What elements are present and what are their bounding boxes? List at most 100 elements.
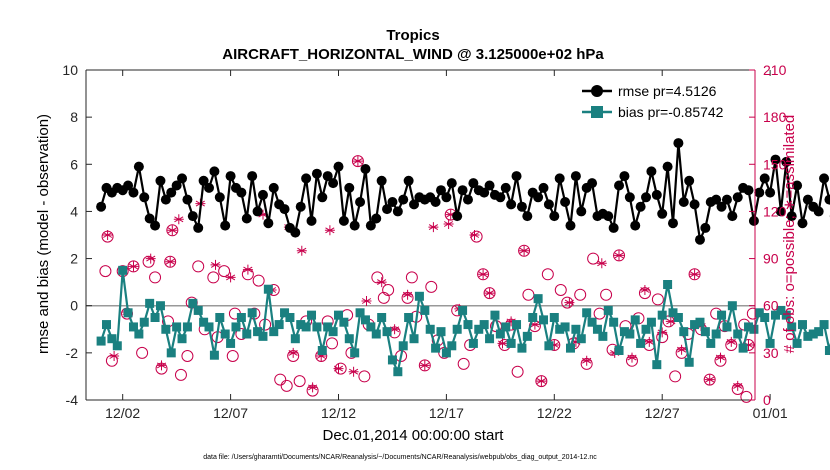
bias-point — [301, 322, 311, 332]
obs-assimilated-marker — [639, 285, 650, 295]
rmse-point — [754, 187, 765, 198]
obs-possible-marker — [326, 337, 339, 350]
rmse-point — [711, 194, 722, 205]
rmse-point — [614, 180, 625, 191]
obs-assimilated-marker — [145, 253, 156, 264]
rmse-point — [522, 211, 533, 222]
rmse-point — [338, 215, 349, 226]
rmse-point — [775, 206, 786, 217]
bias-point — [150, 313, 160, 322]
obs-assimilated-marker — [242, 264, 253, 275]
x-tick-label: 01/01 — [753, 405, 788, 421]
bias-point — [382, 327, 392, 337]
bias-point — [663, 280, 673, 289]
obs-assimilated-marker — [564, 297, 575, 308]
bias-point — [614, 346, 624, 355]
bias-point — [285, 313, 295, 322]
obs-assimilated-marker — [665, 316, 676, 327]
rmse-point — [187, 211, 198, 222]
rmse-point — [689, 199, 700, 210]
bias-point — [803, 331, 813, 341]
rmse-point — [171, 180, 182, 191]
rmse-point — [344, 182, 355, 193]
bias-point — [479, 320, 489, 330]
rmse-point — [565, 220, 576, 231]
obs-possible-marker — [382, 284, 395, 296]
bias-point — [787, 322, 797, 332]
rmse-point — [268, 182, 279, 193]
obs-assimilated-marker — [376, 277, 387, 288]
bias-point — [474, 324, 484, 334]
bias-point — [134, 329, 144, 339]
rmse-point — [657, 208, 668, 219]
rmse-point — [349, 220, 360, 231]
obs-possible-marker — [518, 244, 531, 257]
bias-point — [668, 308, 678, 318]
bias-point — [549, 313, 559, 322]
rmse-point — [732, 192, 743, 203]
obs-possible-marker — [142, 255, 155, 268]
obs-assimilated-marker — [676, 344, 687, 355]
bias-point — [808, 329, 818, 339]
obs-possible-marker — [164, 255, 177, 268]
bias-point — [657, 310, 667, 320]
rmse-point — [786, 211, 797, 222]
rmse-point — [252, 206, 263, 217]
bias-point — [220, 329, 230, 339]
obs-possible-marker — [511, 365, 524, 378]
rmse-point — [484, 180, 495, 191]
obs-assimilated-marker — [529, 319, 540, 330]
obs-assimilated-marker — [156, 360, 167, 371]
bias-point — [231, 322, 241, 332]
obs-possible-marker — [127, 260, 140, 273]
obs-assimilated-marker — [689, 269, 700, 280]
obs-assimilated-marker — [497, 338, 508, 349]
obs-assimilated-marker — [288, 347, 299, 358]
bias-point — [776, 305, 786, 315]
bias-point — [679, 327, 689, 337]
rmse-point — [743, 185, 754, 196]
bias-point — [528, 313, 538, 322]
obs-possible-marker — [207, 271, 220, 284]
bias-point — [366, 322, 376, 332]
footnote: data file: /Users/gharamti/Documents/NCA… — [203, 454, 597, 461]
obs-possible-marker — [541, 268, 554, 281]
obs-possible-marker — [274, 373, 287, 386]
bias-point — [673, 313, 683, 322]
chart-title: Tropics — [386, 27, 439, 44]
rmse-point — [667, 218, 678, 229]
rmse-point — [700, 222, 711, 233]
rmse-point — [382, 204, 393, 215]
plot-area: 12/02 12/07 12/12 12/17 12/22 12/27 01/01 -4 -2 0… — [62, 62, 830, 421]
bias-point — [485, 334, 495, 344]
rmse-point — [446, 178, 457, 189]
bias-point — [139, 317, 149, 327]
rmse-point — [516, 201, 527, 212]
bias-series — [96, 265, 830, 377]
obs-possible-marker — [192, 260, 205, 273]
bias-point — [533, 294, 543, 304]
bias-point — [744, 322, 754, 332]
bias-point — [102, 320, 112, 330]
obs-assimilated-marker — [732, 380, 743, 391]
obs-assimilated-marker — [258, 209, 268, 220]
bias-point — [128, 322, 138, 332]
bias-point — [371, 329, 381, 339]
rmse-point — [495, 192, 506, 203]
obs-possible-marker — [483, 287, 496, 300]
bias-point — [145, 298, 155, 308]
rmse-point — [748, 215, 759, 226]
rmse-point — [721, 194, 732, 205]
rmse-point — [403, 175, 414, 186]
rmse-point — [624, 192, 635, 203]
obs-possible-marker — [371, 271, 384, 284]
bias-point — [404, 313, 414, 322]
rmse-point — [506, 199, 517, 210]
y-axis-label: rmse and bias (model - observation) — [35, 114, 52, 354]
y-tick-label: 8 — [70, 109, 78, 125]
bias-point — [393, 367, 403, 377]
bias-point — [592, 324, 602, 334]
bias-point — [441, 348, 451, 358]
bias-point — [172, 322, 182, 332]
